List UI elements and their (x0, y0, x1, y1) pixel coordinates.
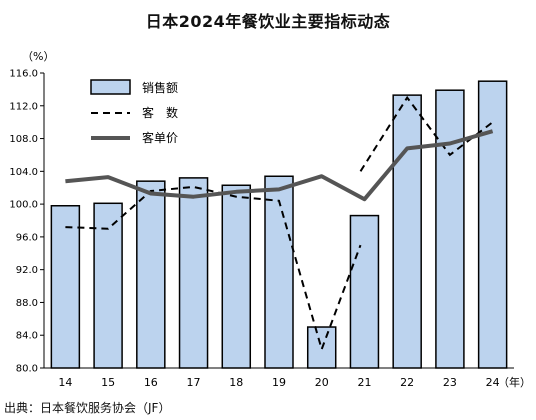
x-tick-label-22: 22 (400, 376, 414, 389)
x-tick-label-18: 18 (229, 376, 243, 389)
legend-label-customers: 客 数 (142, 105, 178, 120)
line-unit-price (65, 129, 494, 202)
legend-swatch-sales (90, 79, 131, 95)
x-tick-label-19: 19 (272, 376, 286, 389)
x-axis-unit-label: （年） (498, 375, 531, 389)
bar-sales-19 (264, 175, 294, 369)
bar-sales-22 (392, 94, 422, 369)
x-tick-label-15: 15 (101, 376, 115, 389)
y-tick-label-7: 108.0 (9, 134, 38, 145)
x-tick-label-21: 21 (357, 376, 371, 389)
x-tick-label-16: 16 (144, 376, 158, 389)
x-tick-label-17: 17 (187, 376, 201, 389)
y-tick-label-0: 80.0 (16, 364, 38, 375)
bar-sales-15 (93, 202, 123, 369)
bar-sales-18 (221, 184, 252, 369)
y-tick-label-9: 116.0 (9, 69, 38, 80)
y-tick-label-8: 112.0 (9, 101, 38, 112)
chart-title: 日本2024年餐饮业主要指标动态 (145, 12, 391, 31)
bar-sales-17 (178, 177, 209, 369)
bar-sales-23 (435, 89, 465, 369)
legend-label-sales: 销售额 (142, 80, 178, 95)
bar-sales-21 (349, 214, 380, 369)
line-customers-seg2 (359, 95, 494, 172)
source-note: 出典：日本餐饮服务协会（JF） (4, 401, 171, 415)
bar-sales-16 (136, 180, 166, 369)
line-customers-seg1 (65, 185, 362, 353)
y-tick-label-6: 104.0 (9, 167, 38, 178)
bar-sales-24 (477, 80, 508, 369)
y-tick-label-3: 92.0 (16, 265, 38, 276)
legend-label-unit-price: 客单价 (142, 130, 178, 145)
x-tick-label-14: 14 (58, 376, 72, 389)
y-tick-label-2: 88.0 (16, 298, 38, 309)
y-tick-label-5: 100.0 (9, 200, 38, 211)
y-tick-label-4: 96.0 (16, 232, 38, 243)
y-axis-unit-label: （%） (22, 50, 54, 63)
bar-sales-14 (50, 205, 81, 369)
y-tick-label-1: 84.0 (16, 331, 38, 342)
x-tick-label-24: 24 (486, 376, 500, 389)
x-tick-label-20: 20 (315, 376, 329, 389)
x-tick-label-23: 23 (443, 376, 457, 389)
